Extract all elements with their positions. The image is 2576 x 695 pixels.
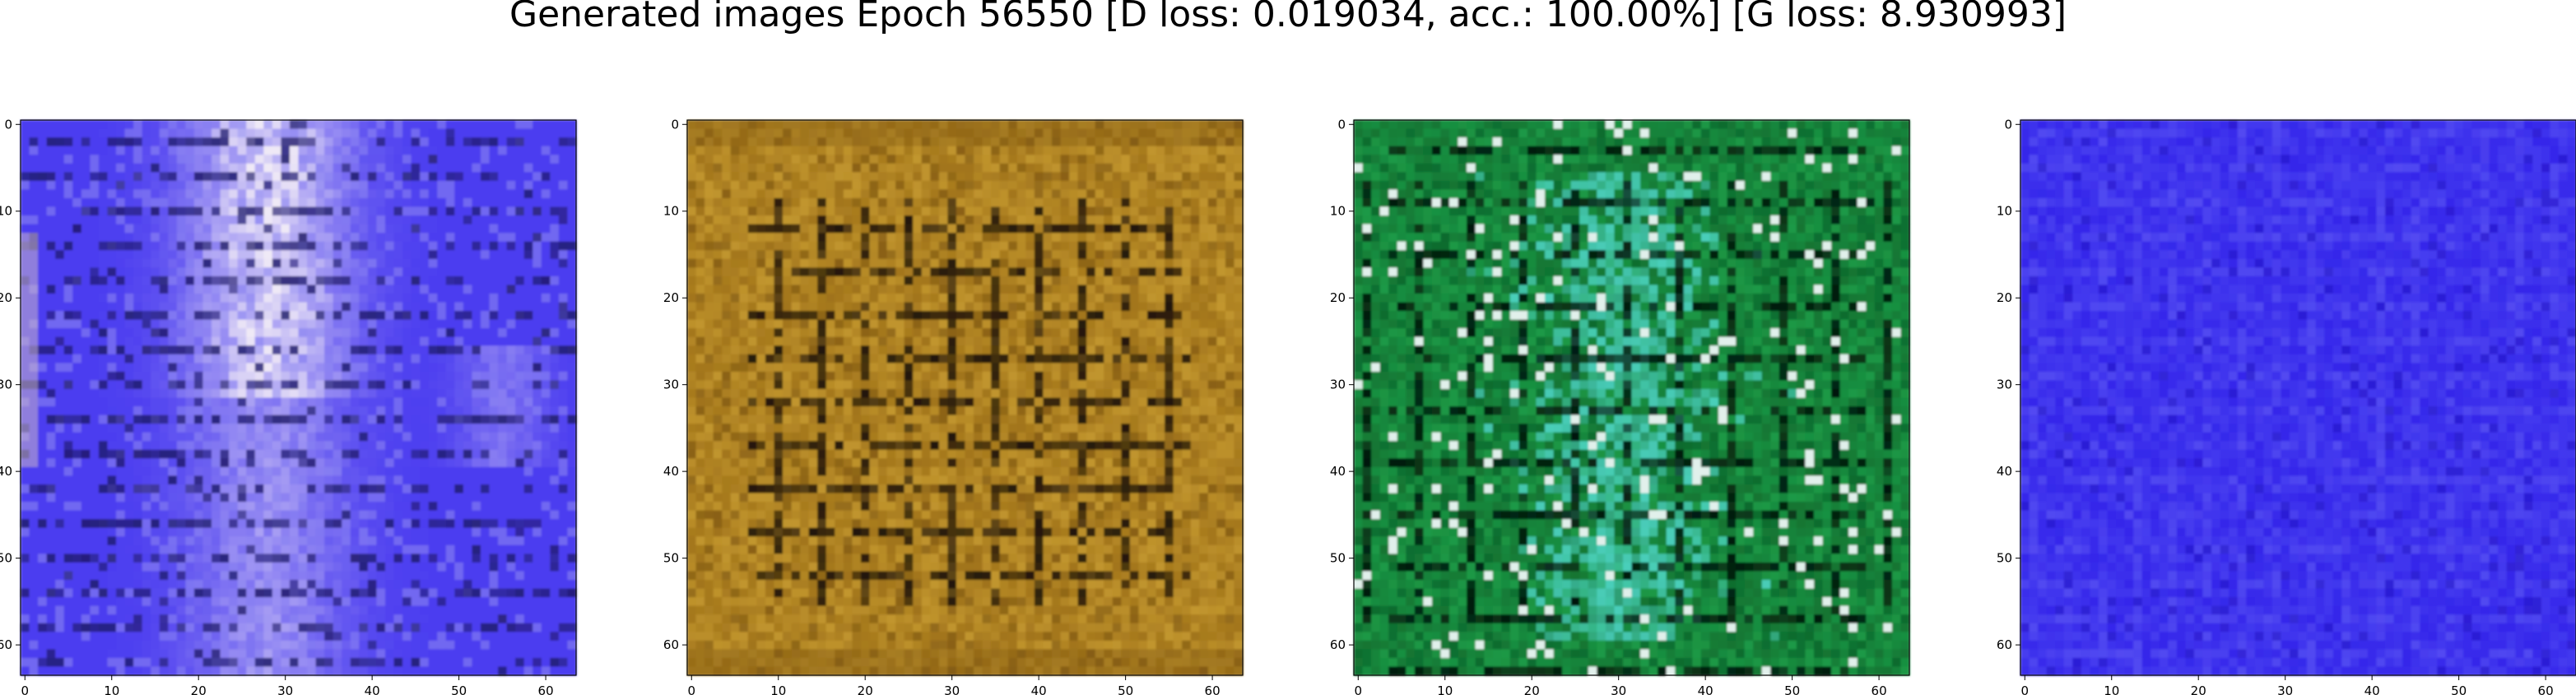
x-tick-label: 20 [2191, 683, 2206, 695]
y-tick-label: 30 [0, 378, 12, 392]
generated-image-4 [2020, 120, 2576, 676]
image-panel-1: 0 10 20 30 40 50 60 0 10 20 30 40 50 60 [0, 117, 577, 695]
x-tick-label: 10 [2104, 683, 2119, 695]
y-tick-label: 20 [1330, 290, 1346, 305]
y-tick-label: 40 [663, 464, 679, 479]
y-tick-label: 0 [671, 117, 679, 132]
image-panel-2: 0 10 20 30 40 50 60 0 10 20 30 40 50 60 [663, 117, 1244, 695]
x-tick-label: 30 [1611, 683, 1626, 695]
x-tick-label: 50 [2451, 683, 2467, 695]
x-tick-label: 0 [2021, 683, 2030, 695]
y-tick-label: 30 [663, 378, 679, 392]
x-tick-label: 40 [365, 683, 380, 695]
y-tick-label: 50 [0, 551, 12, 566]
y-tick-label: 0 [1337, 117, 1346, 132]
x-tick-label: 0 [21, 683, 30, 695]
y-tick-label: 30 [1997, 378, 2012, 392]
y-tick-label: 40 [0, 464, 12, 479]
axes-frame [686, 119, 1244, 676]
axes-frame [20, 119, 577, 676]
y-tick-label: 60 [1330, 637, 1346, 652]
y-tick-label: 50 [1330, 551, 1346, 566]
y-tick-label: 60 [663, 637, 679, 652]
x-tick-label: 20 [858, 683, 873, 695]
axes-frame [1353, 119, 1910, 676]
y-tick-label: 10 [1330, 204, 1346, 219]
y-tick-label: 20 [663, 290, 679, 305]
image-panel-3: 0 10 20 30 40 50 60 0 10 20 30 40 50 60 [1330, 117, 1910, 695]
x-tick-label: 60 [538, 683, 554, 695]
axes-frame [2020, 119, 2576, 676]
x-tick-label: 0 [1355, 683, 1363, 695]
x-tick-label: 40 [2364, 683, 2380, 695]
y-tick-label: 60 [0, 637, 12, 652]
x-tick-label: 60 [1205, 683, 1221, 695]
generated-image-3 [1354, 120, 1910, 676]
y-tick-label: 30 [1330, 378, 1346, 392]
x-tick-label: 40 [1031, 683, 1047, 695]
x-tick-label: 10 [1437, 683, 1453, 695]
y-tick-label: 20 [1997, 290, 2012, 305]
generated-image-1 [21, 120, 577, 676]
x-tick-label: 60 [2538, 683, 2554, 695]
image-panel-4: 0 10 20 30 40 50 60 0 10 20 30 40 50 60 [1997, 117, 2576, 695]
y-tick-label: 10 [663, 204, 679, 219]
y-tick-label: 40 [1330, 464, 1346, 479]
generated-image-2 [687, 120, 1244, 676]
x-tick-label: 20 [191, 683, 207, 695]
y-tick-label: 50 [1997, 551, 2012, 566]
y-tick-label: 20 [0, 290, 12, 305]
x-tick-label: 50 [1118, 683, 1133, 695]
x-tick-label: 40 [1698, 683, 1713, 695]
y-tick-label: 0 [2004, 117, 2012, 132]
y-tick-label: 0 [4, 117, 12, 132]
y-tick-label: 10 [1997, 204, 2012, 219]
y-tick-label: 40 [1997, 464, 2012, 479]
y-tick-label: 60 [1997, 637, 2012, 652]
x-tick-label: 30 [2277, 683, 2293, 695]
x-tick-label: 0 [688, 683, 696, 695]
figure-title: Generated images Epoch 56550 [D loss: 0.… [509, 0, 2067, 35]
x-tick-label: 60 [1872, 683, 1887, 695]
x-tick-label: 20 [1524, 683, 1540, 695]
x-tick-label: 30 [277, 683, 293, 695]
x-tick-label: 50 [451, 683, 467, 695]
y-tick-label: 50 [663, 551, 679, 566]
x-tick-label: 10 [770, 683, 786, 695]
x-tick-label: 30 [944, 683, 960, 695]
y-tick-label: 10 [0, 204, 12, 219]
x-tick-label: 10 [104, 683, 119, 695]
x-tick-label: 50 [1784, 683, 1800, 695]
